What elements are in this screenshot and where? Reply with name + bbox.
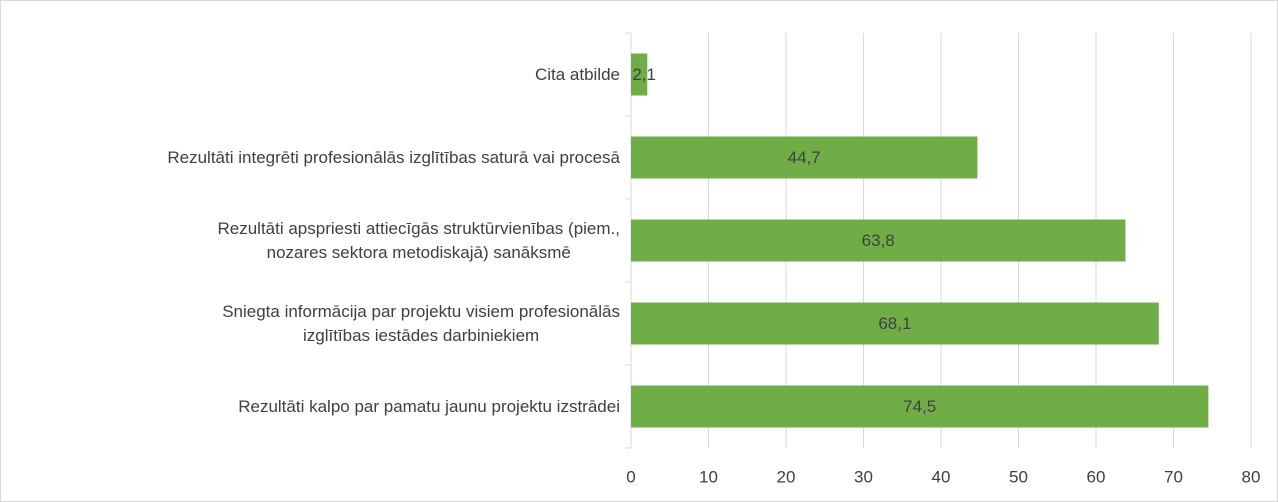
bar	[631, 385, 1209, 428]
x-tick-label: 0	[626, 467, 635, 486]
bar	[631, 302, 1159, 345]
x-tick-label: 40	[932, 467, 951, 486]
data-label: 68,1	[878, 314, 911, 333]
x-tick-label: 10	[699, 467, 718, 486]
x-tick-label: 50	[1009, 467, 1028, 486]
y-tick-label: Rezultāti kalpo par pamatu jaunu projekt…	[238, 396, 620, 416]
x-tick-label: 70	[1164, 467, 1183, 486]
x-tick-label: 80	[1242, 467, 1261, 486]
data-label: 63,8	[862, 231, 895, 250]
x-tick-label: 30	[854, 467, 873, 486]
bar	[631, 219, 1126, 262]
bar	[631, 53, 648, 96]
bar	[631, 136, 978, 179]
data-label: 44,7	[788, 148, 821, 167]
y-tick-label: Cita atbilde	[534, 64, 620, 84]
y-tick-label: Sniegta informācija par projektu visiem …	[222, 301, 620, 345]
x-tick-label: 20	[777, 467, 796, 486]
data-label: 2,1	[632, 65, 656, 84]
x-tick-label: 60	[1087, 467, 1106, 486]
y-tick-label: Rezultāti apspriesti attiecīgās struktūr…	[217, 218, 620, 262]
y-tick-label: Rezultāti integrēti profesionālās izglīt…	[167, 147, 620, 167]
data-label: 74,5	[903, 397, 936, 416]
